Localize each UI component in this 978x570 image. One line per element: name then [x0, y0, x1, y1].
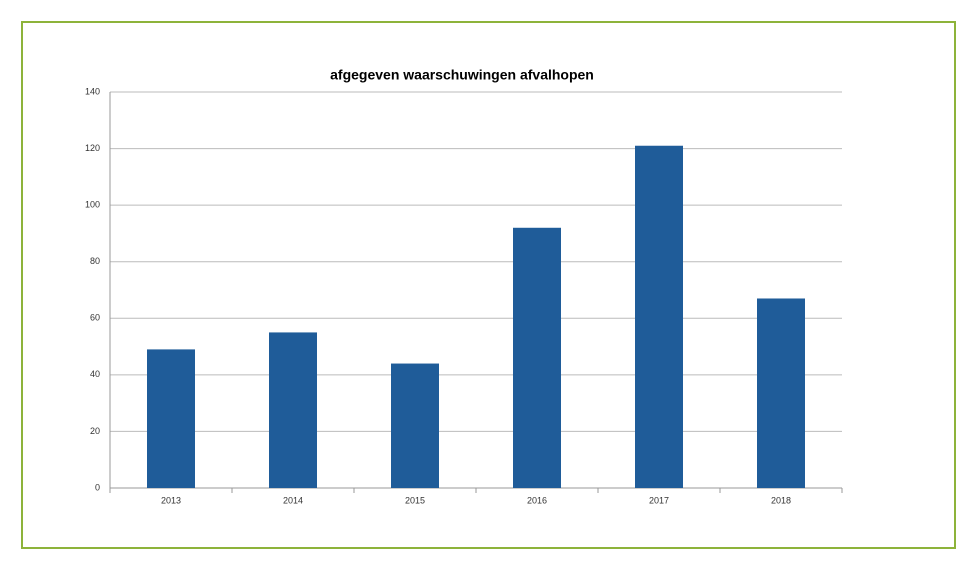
y-tick-label: 60 — [90, 313, 100, 323]
x-tick-label: 2015 — [405, 495, 425, 505]
y-tick-label: 20 — [90, 426, 100, 436]
bar — [391, 363, 439, 488]
bar — [757, 298, 805, 488]
x-tick-label: 2018 — [771, 495, 791, 505]
y-tick-label: 140 — [85, 86, 100, 96]
bar — [513, 227, 561, 488]
y-tick-label: 120 — [85, 143, 100, 153]
x-tick-label: 2014 — [283, 495, 303, 505]
bar — [269, 332, 317, 488]
bar — [147, 349, 195, 488]
y-tick-label: 80 — [90, 256, 100, 266]
x-tick-label: 2016 — [527, 495, 547, 505]
y-tick-label: 40 — [90, 369, 100, 379]
x-tick-label: 2017 — [649, 495, 669, 505]
y-tick-label: 0 — [95, 482, 100, 492]
y-tick-label: 100 — [85, 200, 100, 210]
chart-title: afgegeven waarschuwingen afvalhopen — [330, 67, 594, 83]
x-tick-label: 2013 — [161, 495, 181, 505]
bar — [635, 145, 683, 488]
